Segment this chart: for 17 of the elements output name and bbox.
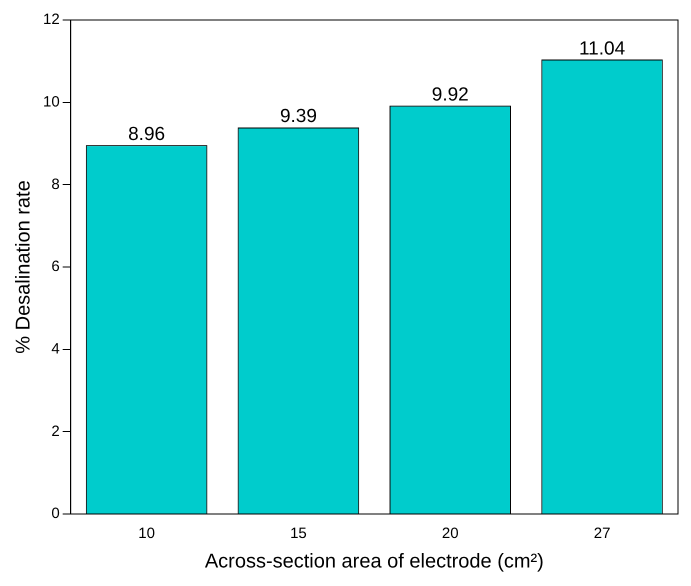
y-tick-label: 12 (42, 11, 60, 28)
x-axis-title: Across-section area of electrode (cm²) (204, 550, 544, 573)
x-tick-label: 20 (442, 525, 459, 542)
x-tick-label: 10 (138, 525, 155, 542)
x-tick-label: 27 (594, 525, 610, 542)
y-tick-label: 4 (51, 340, 60, 358)
data-label: 8.96 (128, 124, 166, 145)
y-tick-label: 8 (51, 176, 60, 193)
data-label: 11.04 (579, 38, 626, 60)
y-axis-title: % Desalination rate (12, 180, 35, 354)
x-tick-label: 15 (290, 525, 307, 542)
y-tick-label: 0 (51, 505, 60, 522)
data-label: 9.92 (432, 84, 469, 106)
y-tick-label: 2 (51, 422, 60, 440)
y-tick-label: 10 (42, 93, 60, 110)
y-tick-label: 6 (51, 258, 60, 276)
data-label: 9.39 (280, 106, 317, 128)
